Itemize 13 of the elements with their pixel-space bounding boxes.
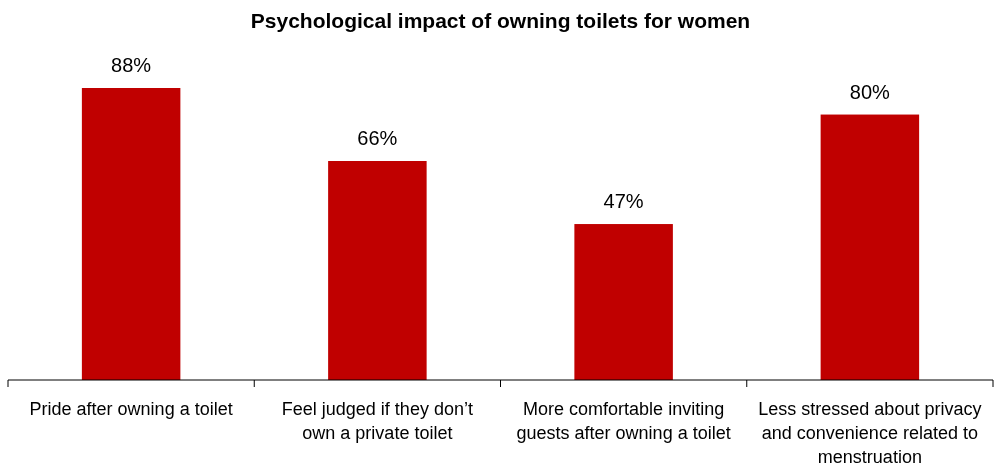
bar	[328, 161, 427, 380]
data-label: 80%	[849, 80, 891, 103]
x-tick-label: Less stressed about privacy and convenience related to menstruation	[758, 399, 982, 467]
data-label: 88%	[111, 54, 152, 76]
bar	[574, 224, 673, 380]
data-label: 66%	[357, 127, 398, 149]
chart-title: Psychological impact of owning toilets for women	[250, 9, 751, 32]
bar	[820, 114, 920, 380]
x-tick-label: More comfortable inviting guests after owning a toilet	[516, 399, 731, 443]
x-tick-label: Feel judged if they don’t own a private toilet	[281, 399, 473, 443]
data-label: 47%	[603, 190, 644, 213]
x-tick-label: Pride after owning a toilet	[29, 399, 233, 419]
bar	[81, 88, 181, 380]
